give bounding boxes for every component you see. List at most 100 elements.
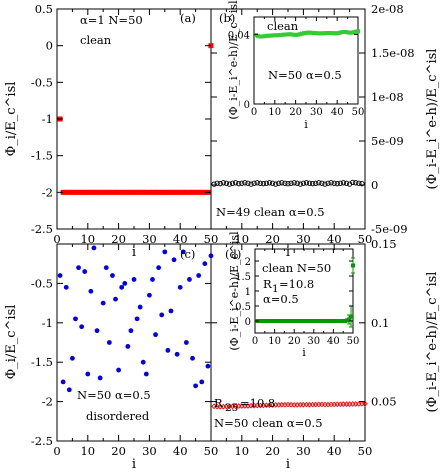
- data-point: [109, 189, 115, 195]
- data-point: [320, 31, 325, 36]
- data-point: [263, 180, 270, 186]
- data-point: [177, 284, 183, 290]
- data-point: [254, 33, 259, 38]
- data-point: [294, 180, 300, 186]
- data-point: [91, 189, 97, 195]
- y-axis-label-c: Φ_i/E_c^isl: [4, 305, 19, 380]
- data-point: [328, 180, 334, 186]
- data-point: [190, 189, 196, 195]
- data-point: [202, 261, 208, 267]
- x-tick-label: 50: [204, 232, 219, 246]
- data-point: [88, 189, 94, 195]
- annotation-r-value-d-inset: =10.8: [279, 277, 314, 291]
- x-tick-label: 20: [111, 444, 126, 458]
- y-axis-label-b-inset: (Φ_i-E_i^e-h)/E_c^isl: [227, 0, 240, 120]
- annotation-r-value-d: =10.8: [240, 396, 275, 410]
- data-point: [159, 189, 165, 195]
- data-point: [325, 180, 331, 186]
- data-point: [180, 249, 186, 255]
- data-point: [362, 400, 368, 407]
- x-tick-label: 20: [288, 336, 301, 347]
- data-point: [353, 180, 359, 186]
- data-point: [335, 31, 340, 36]
- x-tick-label: 30: [310, 107, 323, 118]
- data-point: [60, 189, 66, 195]
- data-point: [273, 181, 279, 187]
- y-tick-label: 0: [371, 178, 378, 192]
- data-point: [143, 371, 149, 377]
- data-point: [193, 189, 199, 195]
- data-point: [76, 189, 82, 195]
- data-point: [350, 179, 356, 186]
- panel-label-b: (b): [219, 11, 235, 25]
- x-tick-label: 0: [53, 232, 60, 246]
- y-tick-label: -0.5: [31, 276, 53, 290]
- x-tick-label: 30: [142, 444, 157, 458]
- data-point: [334, 181, 340, 187]
- y-tick-label: -1.5: [31, 355, 53, 369]
- y-tick-label: 0.5: [235, 302, 251, 313]
- data-point: [299, 31, 304, 36]
- data-point: [322, 181, 328, 187]
- data-point: [134, 316, 140, 322]
- data-point: [312, 31, 317, 36]
- tick-marks: [56, 8, 366, 442]
- data-point: [137, 189, 143, 195]
- x-tick-label: 20: [111, 232, 126, 246]
- data-point: [353, 29, 358, 34]
- y-tick-label: 1: [245, 287, 251, 298]
- data-point: [106, 340, 112, 345]
- data-point: [113, 189, 119, 195]
- y-axis-label-d: (Φ_i-E_i^e-h)/E_c^isl: [425, 272, 440, 413]
- y-tick-label: 0: [46, 39, 53, 53]
- data-point: [245, 180, 251, 186]
- y-tick-label: -5e-09: [371, 222, 408, 236]
- data-point: [260, 34, 265, 39]
- data-point: [168, 189, 174, 195]
- data-point: [242, 180, 248, 186]
- data-point: [183, 340, 189, 345]
- x-tick-label: 50: [352, 107, 365, 118]
- data-point: [297, 32, 302, 37]
- data-point: [159, 312, 165, 318]
- data-point: [97, 189, 103, 195]
- data-point: [153, 189, 159, 195]
- x-tick-label: 30: [142, 232, 157, 246]
- data-point: [316, 31, 321, 36]
- data-point: [125, 189, 131, 195]
- x-tick-label: 10: [268, 336, 281, 347]
- data-point: [94, 189, 100, 195]
- data-point: [339, 30, 344, 35]
- data-point: [73, 316, 78, 322]
- annotation-params-b: N=49 clean α=0.5: [216, 205, 325, 219]
- data-point: [177, 189, 183, 195]
- annotation-clean-b-inset: clean: [267, 19, 299, 33]
- data-point: [186, 189, 192, 195]
- y-tick-label: -0.5: [31, 75, 53, 89]
- data-point: [356, 180, 362, 186]
- data-point: [281, 32, 286, 37]
- y-tick-label: 0.1: [371, 316, 389, 330]
- data-point: [140, 189, 146, 195]
- annotation-params-a: α=1 N=50: [80, 13, 143, 27]
- data-point: [85, 371, 91, 377]
- data-point: [279, 32, 284, 37]
- data-point: [272, 33, 277, 38]
- x-tick-label: 30: [307, 336, 320, 347]
- data-point: [248, 181, 254, 187]
- data-point: [180, 189, 186, 195]
- data-point: [165, 347, 171, 353]
- data-point: [343, 401, 350, 407]
- data-point: [217, 181, 223, 187]
- annotation-r-sub-d-inset: 1: [272, 283, 279, 295]
- data-point: [314, 31, 319, 36]
- data-point: [266, 180, 273, 186]
- data-point: [82, 189, 88, 195]
- x-tick-label: 20: [265, 232, 280, 246]
- data-point: [69, 189, 75, 195]
- data-point: [147, 292, 152, 298]
- data-point: [283, 32, 288, 37]
- data-point: [257, 180, 263, 186]
- data-point: [122, 189, 128, 195]
- x-tick-label: 20: [265, 444, 280, 458]
